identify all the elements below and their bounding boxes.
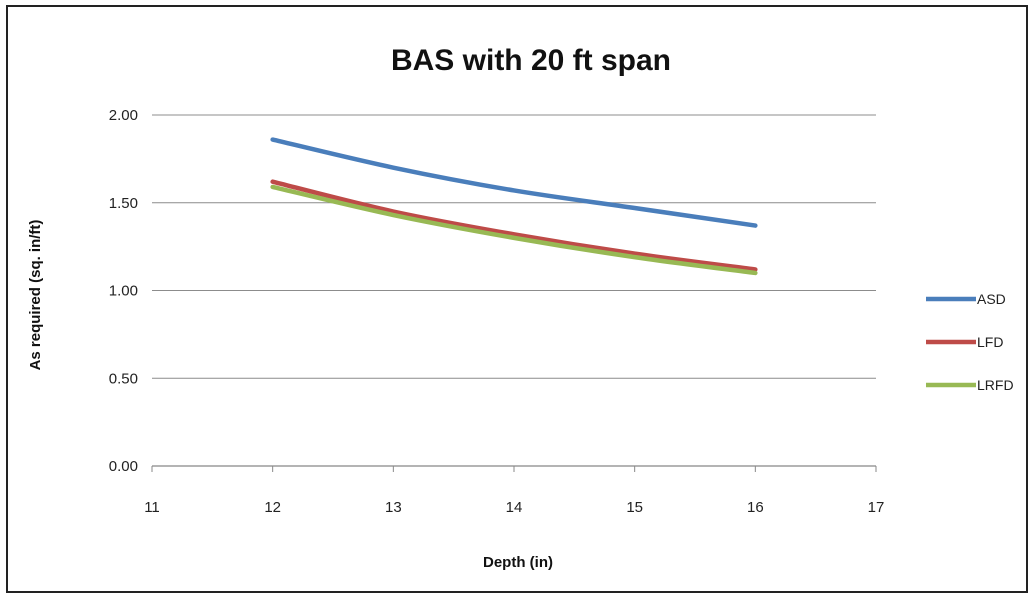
y-tick-label: 0.50 [109, 370, 138, 387]
x-tick-label: 17 [868, 499, 885, 516]
legend: ASD LFD LRFD [926, 291, 1014, 393]
chart-title: BAS with 20 ft span [391, 44, 671, 77]
x-tick-label: 14 [506, 499, 523, 516]
x-tick-label: 11 [144, 499, 160, 516]
x-axis-title: Depth (in) [483, 554, 553, 571]
chart-frame: BAS with 20 ft span 0.00 0.50 1.00 1.50 2.00… [6, 5, 1028, 593]
y-tick-label: 0.00 [109, 458, 138, 475]
series-layer [270, 137, 758, 276]
legend-label-lfd: LFD [977, 334, 1003, 350]
grid-layer [152, 114, 876, 467]
series-line-lfd [270, 179, 758, 272]
x-tick-label: 16 [747, 499, 764, 516]
y-tick-label: 2.00 [109, 107, 138, 124]
x-tick-label: 15 [626, 499, 643, 516]
legend-label-lrfd: LRFD [977, 377, 1014, 393]
y-tick-label: 1.50 [109, 195, 138, 212]
series-line-lrfd [270, 184, 758, 276]
y-tick-label: 1.00 [109, 283, 138, 300]
axis-layer: 0.00 0.50 1.00 1.50 2.00 11 12 13 14 15 16 17 [109, 107, 885, 516]
x-tick-label: 13 [385, 499, 402, 516]
y-axis-title: As required (sq. in/ft) [27, 220, 44, 371]
chart-svg: BAS with 20 ft span 0.00 0.50 1.00 1.50 2.00… [27, 44, 1014, 571]
series-line-asd [270, 137, 758, 228]
legend-label-asd: ASD [977, 291, 1006, 307]
x-tick-label: 12 [264, 499, 281, 516]
